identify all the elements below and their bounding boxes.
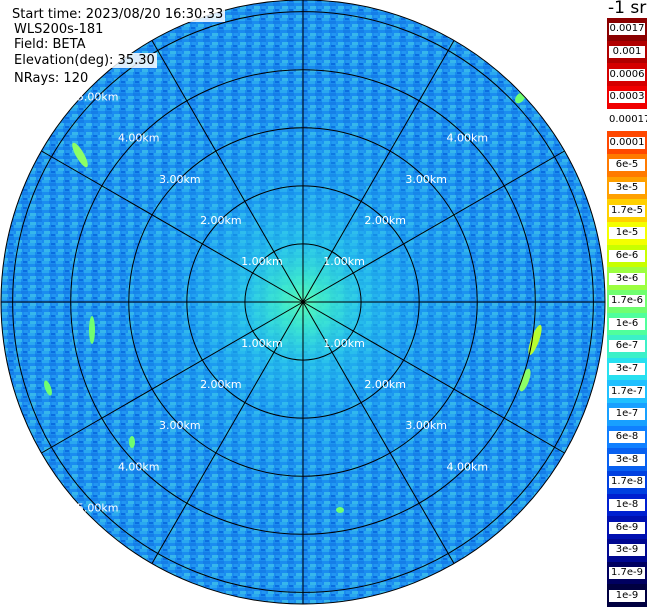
spoke-120	[302, 301, 565, 454]
colorbar-tick-label: 1.7e-8	[609, 476, 645, 489]
signal-hotspot	[528, 324, 542, 356]
colorbar-tick-label: 1.7e-7	[609, 385, 645, 398]
colorbar-tick-label: 1.7e-9	[609, 567, 645, 580]
signal-hotspot	[72, 142, 88, 168]
colorbar-tick-label: 0.00017	[609, 113, 647, 126]
ring-label-3: 3.00km	[405, 173, 447, 186]
ring-label-4: 4.00km	[446, 460, 488, 473]
colorbar-tick-label: 1e-7	[609, 408, 645, 421]
colorbar-tick-label: 0.0001	[609, 136, 645, 149]
signal-hotspot	[515, 92, 525, 104]
colorbar-tick-label: 3e-9	[609, 544, 645, 557]
spoke-150	[302, 301, 455, 564]
colorbar-tick-label: 6e-7	[609, 340, 645, 353]
ring-label-3: 3.00km	[159, 173, 201, 186]
colorbar-tick-label: 1e-5	[609, 227, 645, 240]
signal-hotspot	[519, 368, 531, 392]
range-ring-labels: 1.00km 1.00km 1.00km 1.00km 2.00km 2.00km 2.00…	[77, 91, 488, 515]
colorbar-tick-label: 0.001	[609, 45, 645, 58]
colorbar-tick-label: 3e-6	[609, 272, 645, 285]
azimuth-spokes	[1, 0, 605, 604]
ring-label-2: 2.00km	[364, 214, 406, 227]
colorbar-tick-label: 0.0006	[609, 68, 645, 81]
colorbar-tick-label: 6e-6	[609, 249, 645, 262]
field-label: Field: BETA	[12, 37, 88, 52]
colorbar-units: -1 sr	[608, 0, 647, 18]
colorbar-tick-label: 3e-8	[609, 453, 645, 466]
ring-label-4: 4.00km	[118, 132, 160, 145]
ring-label-1: 1.00km	[241, 337, 283, 350]
ring-label-5: 5.00km	[77, 501, 119, 514]
colorbar-tick-label: 1.7e-6	[609, 295, 645, 308]
colorbar-tick-label: 1e-9	[609, 589, 645, 602]
signal-hotspot	[89, 316, 95, 344]
ring-label-1: 1.00km	[323, 337, 365, 350]
signal-hotspot	[129, 436, 135, 448]
ring-label-3: 3.00km	[159, 419, 201, 432]
signal-hotspot	[336, 507, 344, 513]
ring-label-5: 5.00km	[77, 91, 119, 104]
ring-label-4: 4.00km	[446, 132, 488, 145]
colorbar-tick-label: 1e-6	[609, 317, 645, 330]
spoke-300	[41, 150, 304, 303]
spoke-330	[151, 40, 304, 303]
signal-hotspot	[44, 380, 52, 396]
ring-label-1: 1.00km	[323, 255, 365, 268]
elevation-label: Elevation(deg): 35.30	[12, 53, 157, 68]
spoke-210	[151, 301, 304, 564]
ring-label-2: 2.00km	[364, 378, 406, 391]
colorbar-tick-label: 6e-9	[609, 521, 645, 534]
ring-label-4: 4.00km	[118, 460, 160, 473]
start-time-label: Start time: 2023/08/20 16:30:33	[10, 7, 226, 22]
colorbar-tick-label: 1e-8	[609, 499, 645, 512]
instrument-label: WLS200s-181	[12, 22, 106, 37]
colorbar-tick-label: 6e-8	[609, 431, 645, 444]
spoke-30	[302, 40, 455, 303]
spoke-60	[302, 150, 565, 303]
colorbar-tick-label: 3e-5	[609, 181, 645, 194]
ring-label-1: 1.00km	[241, 255, 283, 268]
nrays-label: NRays: 120	[12, 71, 91, 86]
signal-hotspots	[44, 92, 542, 513]
colorbar-tick-label: 0.0003	[609, 91, 645, 104]
colorbar-tick-label: 0.0017	[609, 23, 645, 36]
ring-label-2: 2.00km	[200, 214, 242, 227]
colorbar-tick-label: 1.7e-5	[609, 204, 645, 217]
colorbar-tick-label: 3e-7	[609, 363, 645, 376]
ring-label-2: 2.00km	[200, 378, 242, 391]
colorbar-tick-label: 6e-5	[609, 159, 645, 172]
spoke-240	[41, 301, 304, 454]
ring-label-3: 3.00km	[405, 419, 447, 432]
